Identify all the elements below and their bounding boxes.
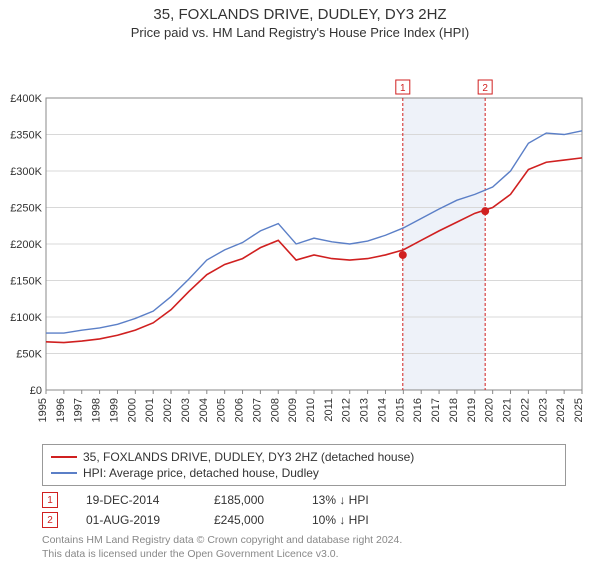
sale-marker: 2	[42, 512, 58, 528]
legend: 35, FOXLANDS DRIVE, DUDLEY, DY3 2HZ (det…	[42, 444, 566, 486]
sale-delta: 13% ↓ HPI	[312, 493, 392, 507]
svg-text:1: 1	[400, 83, 406, 94]
svg-text:£0: £0	[30, 385, 42, 397]
svg-text:1999: 1999	[108, 398, 120, 422]
svg-text:1998: 1998	[91, 398, 103, 422]
svg-text:2016: 2016	[412, 398, 424, 422]
svg-text:2003: 2003	[180, 398, 192, 422]
svg-text:£200K: £200K	[10, 239, 42, 251]
svg-text:£300K: £300K	[10, 166, 42, 178]
sale-date: 19-DEC-2014	[86, 493, 186, 507]
svg-text:£350K: £350K	[10, 130, 42, 142]
sales-table: 1 19-DEC-2014 £185,000 13% ↓ HPI 2 01-AU…	[42, 490, 566, 530]
svg-text:2014: 2014	[376, 398, 388, 422]
svg-text:1995: 1995	[37, 398, 49, 422]
svg-text:£150K: £150K	[10, 276, 42, 288]
footnote: Contains HM Land Registry data © Crown c…	[42, 534, 566, 561]
svg-text:2018: 2018	[448, 398, 460, 422]
svg-text:2013: 2013	[359, 398, 371, 422]
legend-item: 35, FOXLANDS DRIVE, DUDLEY, DY3 2HZ (det…	[51, 449, 557, 465]
svg-text:2023: 2023	[537, 398, 549, 422]
svg-text:2010: 2010	[305, 398, 317, 422]
svg-text:2006: 2006	[234, 398, 246, 422]
legend-swatch	[51, 456, 77, 458]
svg-text:2002: 2002	[162, 398, 174, 422]
svg-text:£250K: £250K	[10, 203, 42, 215]
svg-text:2012: 2012	[341, 398, 353, 422]
legend-label: 35, FOXLANDS DRIVE, DUDLEY, DY3 2HZ (det…	[83, 450, 414, 464]
svg-text:2: 2	[482, 83, 488, 94]
legend-label: HPI: Average price, detached house, Dudl…	[83, 466, 319, 480]
svg-text:2008: 2008	[269, 398, 281, 422]
sale-marker: 1	[42, 492, 58, 508]
svg-text:2020: 2020	[484, 398, 496, 422]
sale-date: 01-AUG-2019	[86, 513, 186, 527]
page-subtitle: Price paid vs. HM Land Registry's House …	[0, 25, 600, 40]
sale-row: 2 01-AUG-2019 £245,000 10% ↓ HPI	[42, 510, 566, 530]
svg-text:2009: 2009	[287, 398, 299, 422]
svg-text:2025: 2025	[573, 398, 585, 422]
page-title: 35, FOXLANDS DRIVE, DUDLEY, DY3 2HZ	[0, 6, 600, 23]
footnote-line: Contains HM Land Registry data © Crown c…	[42, 534, 566, 548]
svg-text:£100K: £100K	[10, 312, 42, 324]
legend-item: HPI: Average price, detached house, Dudl…	[51, 465, 557, 481]
svg-text:2021: 2021	[502, 398, 514, 422]
sale-price: £245,000	[214, 513, 284, 527]
sale-row: 1 19-DEC-2014 £185,000 13% ↓ HPI	[42, 490, 566, 510]
svg-text:2022: 2022	[519, 398, 531, 422]
svg-text:2024: 2024	[555, 398, 567, 422]
legend-swatch	[51, 472, 77, 474]
sale-delta: 10% ↓ HPI	[312, 513, 392, 527]
sale-price: £185,000	[214, 493, 284, 507]
svg-text:2005: 2005	[216, 398, 228, 422]
svg-text:2019: 2019	[466, 398, 478, 422]
svg-text:1996: 1996	[55, 398, 67, 422]
svg-text:2007: 2007	[251, 398, 263, 422]
svg-text:£50K: £50K	[16, 349, 42, 361]
svg-text:2001: 2001	[144, 398, 156, 422]
svg-text:2004: 2004	[198, 398, 210, 422]
footnote-line: This data is licensed under the Open Gov…	[42, 548, 566, 561]
svg-text:2011: 2011	[323, 398, 335, 422]
svg-text:2015: 2015	[394, 398, 406, 422]
svg-text:£400K: £400K	[10, 93, 42, 105]
price-chart: £0 £50K £100K £150K £200K £250K £300K £350K £400…	[0, 40, 600, 438]
svg-text:1997: 1997	[73, 398, 85, 422]
svg-text:2000: 2000	[126, 398, 138, 422]
svg-text:2017: 2017	[430, 398, 442, 422]
